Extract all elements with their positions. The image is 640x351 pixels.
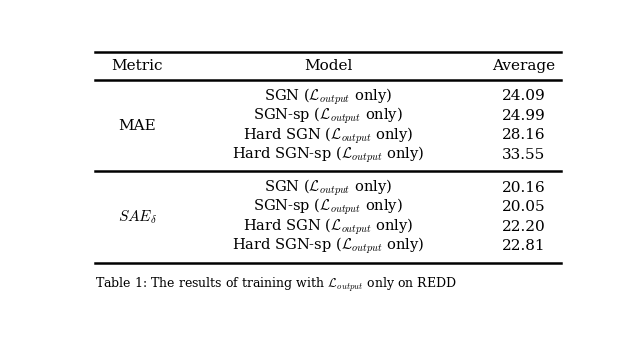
- Text: 24.09: 24.09: [502, 90, 546, 104]
- Text: 24.99: 24.99: [502, 109, 546, 123]
- Text: Hard SGN ($\mathcal{L}_{output}$ only): Hard SGN ($\mathcal{L}_{output}$ only): [243, 217, 413, 237]
- Text: SGN-sp ($\mathcal{L}_{output}$ only): SGN-sp ($\mathcal{L}_{output}$ only): [253, 106, 403, 126]
- Text: 28.16: 28.16: [502, 128, 546, 143]
- Text: $SAE_{\delta}$: $SAE_{\delta}$: [118, 208, 157, 226]
- Text: 22.81: 22.81: [502, 239, 546, 253]
- Text: Hard SGN-sp ($\mathcal{L}_{output}$ only): Hard SGN-sp ($\mathcal{L}_{output}$ only…: [232, 145, 424, 165]
- Text: 33.55: 33.55: [502, 148, 545, 162]
- Text: MAE: MAE: [118, 119, 156, 133]
- Text: Table 1: The results of training with $\mathcal{L}_{output}$ only on REDD: Table 1: The results of training with $\…: [95, 276, 456, 294]
- Text: 20.16: 20.16: [502, 181, 546, 195]
- Text: 22.20: 22.20: [502, 220, 546, 234]
- Text: SGN-sp ($\mathcal{L}_{output}$ only): SGN-sp ($\mathcal{L}_{output}$ only): [253, 197, 403, 218]
- Text: Model: Model: [304, 59, 352, 73]
- Text: SGN ($\mathcal{L}_{output}$ only): SGN ($\mathcal{L}_{output}$ only): [264, 178, 392, 198]
- Text: Hard SGN ($\mathcal{L}_{output}$ only): Hard SGN ($\mathcal{L}_{output}$ only): [243, 125, 413, 146]
- Text: SGN ($\mathcal{L}_{output}$ only): SGN ($\mathcal{L}_{output}$ only): [264, 86, 392, 107]
- Text: Hard SGN-sp ($\mathcal{L}_{output}$ only): Hard SGN-sp ($\mathcal{L}_{output}$ only…: [232, 236, 424, 256]
- Text: Metric: Metric: [111, 59, 163, 73]
- Text: 20.05: 20.05: [502, 200, 546, 214]
- Text: Average: Average: [492, 59, 556, 73]
